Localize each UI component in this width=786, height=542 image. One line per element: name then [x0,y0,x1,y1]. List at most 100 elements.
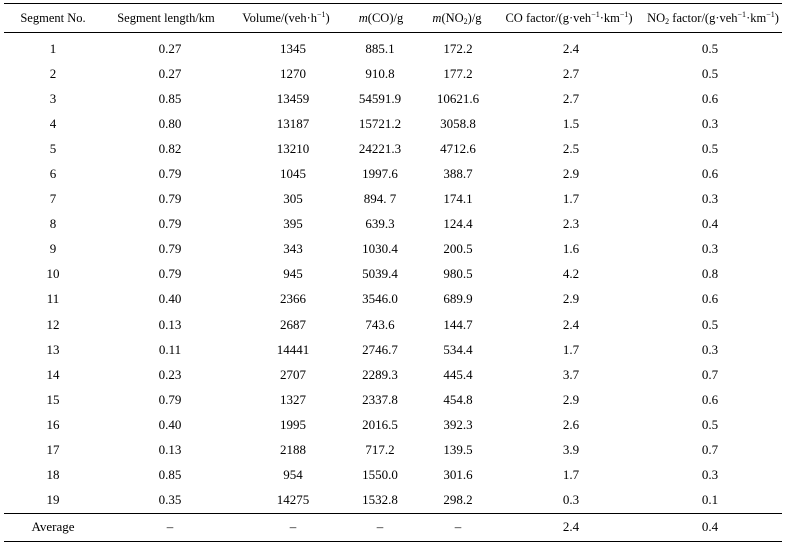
cell-segment-no: 7 [49,191,57,207]
cell-segment-length: 0.79 [158,191,182,207]
cell-co-mass: 3546.0 [362,291,398,307]
cell-volume: 13210 [276,140,310,156]
cell-segment-length: 0.11 [158,341,182,357]
cell-volume: 2188 [280,442,306,458]
cell-co-mass: 54591.9 [358,90,402,106]
table-row: 19 0.35 14275 1532.8 298.2 0.3 0.1 [4,488,782,514]
cell-segment-length: 0.79 [158,391,182,407]
cell-co-factor: 3.7 [562,366,580,382]
cell-co-mass: 2746.7 [362,341,398,357]
table-row: 10 0.79 945 5039.4 980.5 4.2 0.8 [4,262,782,287]
cell-co-mass: 24221.3 [358,140,402,156]
table-row: 12 0.13 2687 743.6 144.7 2.4 0.5 [4,312,782,337]
cell-no2-factor: 0.3 [701,241,719,257]
cell-no2-factor: 0.4 [701,216,719,232]
cell-segment-length: 0.80 [158,115,182,131]
cell-co-mass: 2289.3 [362,366,398,382]
cell-segment-no: 16 [46,416,60,432]
cell-no2-factor: 0.5 [701,40,719,56]
cell-segment-length: 0.35 [158,492,182,508]
cell-co-mass: 910.8 [365,65,395,81]
cell-segment-length: 0.40 [158,416,182,432]
cell-co-factor: 2.6 [562,416,580,432]
cell-co-mass: 639.3 [365,216,395,232]
cell-co-mass: 2016.5 [362,416,398,432]
cell-no2-mass: 4712.6 [440,140,476,156]
cell-co-mass: 1030.4 [362,241,398,257]
cell-no2-mass: 174.1 [443,191,473,207]
table-body: 1 0.27 1345 885.1 172.2 2.4 0.5 2 0.27 1270 910.8 1… [4,33,782,542]
cell-co-mass: 717.2 [365,442,395,458]
cell-co-mass: 5039.4 [362,266,398,282]
cell-no2-mass: 689.9 [443,291,473,307]
cell-co-factor: 0.3 [562,492,580,508]
header-co-factor: CO factor/(g·veh−1·km−1) [505,9,633,25]
cell-co-factor: 2.7 [562,65,580,81]
cell-segment-length: 0.82 [158,140,182,156]
cell-co-mass: 743.6 [365,316,395,332]
cell-no2-factor: 0.3 [701,467,719,483]
cell-co-factor: 2.4 [562,316,580,332]
cell-no2-factor: 0.3 [701,191,719,207]
cell-no2-mass: 454.8 [443,391,473,407]
cell-segment-no: 17 [46,442,60,458]
cell-co-factor: 2.9 [562,291,580,307]
cell-no2-factor: 0.5 [701,416,719,432]
cell-co-mass: 894. 7 [363,191,397,207]
cell-segment-length: 0.85 [158,467,182,483]
cell-segment-no: 1 [49,40,57,56]
cell-volume: 343 [283,241,303,257]
cell-co-factor: 1.7 [562,467,580,483]
cell-co-mass: 885.1 [365,40,395,56]
cell-no2-mass: 388.7 [443,166,473,182]
cell-co-mass: 1997.6 [362,166,398,182]
cell-co-factor: 1.7 [562,191,580,207]
cell-co-factor: 1.6 [562,241,580,257]
cell-segment-no: 8 [49,216,57,232]
cell-no2-factor: 0.6 [701,391,719,407]
cell-no2-mass: 445.4 [443,366,473,382]
cell-no2-mass: 200.5 [443,241,473,257]
cell-no2-mass: 10621.6 [436,90,480,106]
cell-segment-no: 4 [49,115,57,131]
table-row: 3 0.85 13459 54591.9 10621.6 2.7 0.6 [4,86,782,111]
cell-volume: 1327 [280,391,306,407]
cell-no2-mass: 139.5 [443,442,473,458]
cell-volume: 945 [283,266,303,282]
cell-volume: 954 [283,467,303,483]
average-co-mass: – [342,512,420,542]
cell-segment-no: 18 [46,467,60,483]
cell-segment-length: 0.79 [158,166,182,182]
cell-no2-mass: 144.7 [443,316,473,332]
header-no2-mass: m(NO2)/g [432,10,482,26]
cell-segment-no: 13 [46,341,60,357]
emissions-table-container: Segment No. Segment length/km Volume/(ve… [4,3,782,542]
average-row: Average – – – – 2.4 0.4 [4,512,782,542]
average-length: – [102,512,230,542]
cell-co-factor: 1.5 [562,115,580,131]
cell-volume: 1270 [280,65,306,81]
table-row: 11 0.40 2366 3546.0 689.9 2.9 0.6 [4,287,782,312]
cell-segment-no: 9 [49,241,57,257]
average-volume: – [230,512,342,542]
average-label: Average [4,512,102,542]
table-row: 1 0.27 1345 885.1 172.2 2.4 0.5 [4,33,782,62]
table-row: 9 0.79 343 1030.4 200.5 1.6 0.3 [4,237,782,262]
header-row: Segment No. Segment length/km Volume/(ve… [4,3,782,33]
cell-co-factor: 2.4 [562,40,580,56]
cell-volume: 2366 [280,291,306,307]
cell-no2-factor: 0.7 [701,366,719,382]
cell-no2-factor: 0.1 [701,492,719,508]
cell-no2-factor: 0.6 [701,291,719,307]
cell-co-mass: 2337.8 [362,391,398,407]
cell-no2-mass: 298.2 [443,492,473,508]
cell-volume: 13187 [276,115,310,131]
cell-segment-no: 12 [46,316,60,332]
cell-volume: 2707 [280,366,306,382]
cell-no2-mass: 392.3 [443,416,473,432]
table-header: Segment No. Segment length/km Volume/(ve… [4,3,782,33]
table-row: 8 0.79 395 639.3 124.4 2.3 0.4 [4,212,782,237]
table-row: 18 0.85 954 1550.0 301.6 1.7 0.3 [4,463,782,488]
cell-segment-no: 10 [46,266,60,282]
cell-segment-no: 14 [46,366,60,382]
